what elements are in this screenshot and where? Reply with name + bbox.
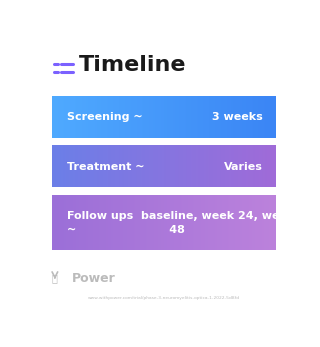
Text: Screening ~: Screening ~ [67, 112, 143, 122]
Text: Varies: Varies [224, 162, 263, 171]
Text: Follow ups  baseline, week 24, week
~                        48: Follow ups baseline, week 24, week ~ 48 [67, 211, 295, 235]
Text: Power: Power [72, 272, 116, 285]
Text: www.withpower.com/trial/phase-3-neuromyelitis-optica-1-2022-5d8fd: www.withpower.com/trial/phase-3-neuromye… [88, 296, 240, 300]
Text: Timeline: Timeline [78, 55, 186, 75]
FancyBboxPatch shape [51, 193, 277, 252]
Text: Treatment ~: Treatment ~ [67, 162, 145, 171]
Text: 3 weeks: 3 weeks [212, 112, 263, 122]
FancyBboxPatch shape [51, 144, 277, 189]
Text: ⏻: ⏻ [52, 273, 58, 283]
FancyBboxPatch shape [51, 94, 277, 140]
